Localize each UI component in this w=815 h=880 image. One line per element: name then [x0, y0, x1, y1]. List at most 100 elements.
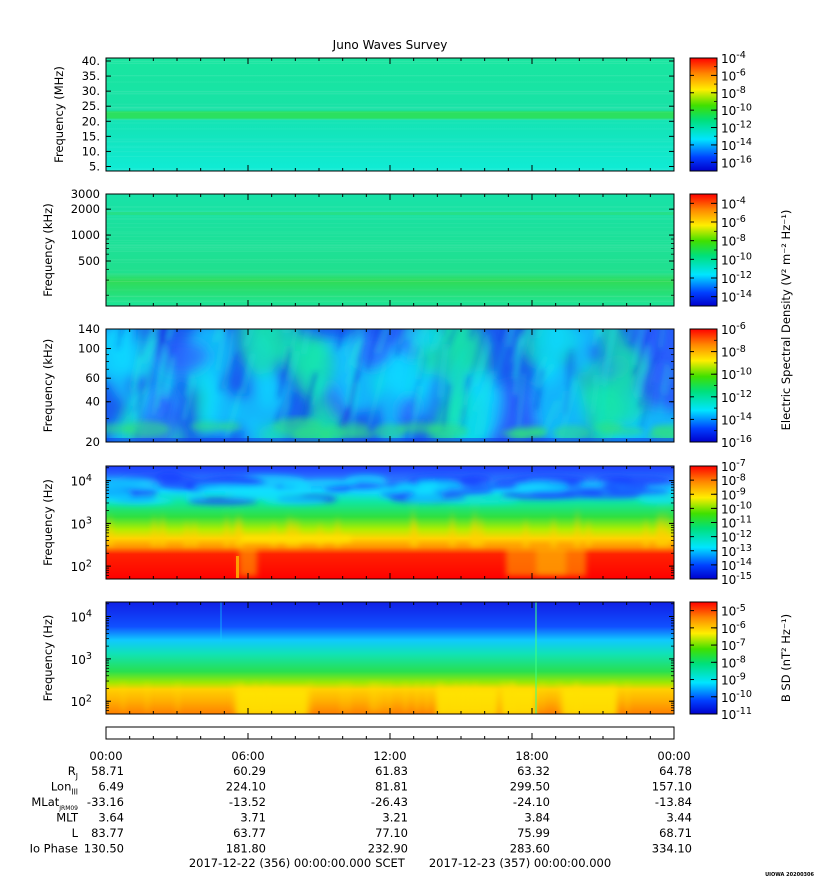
spectrogram-image: [106, 466, 674, 579]
colorbar-tick-label: 10-8: [721, 233, 746, 249]
colorbar-tick-label: 10-6: [721, 321, 746, 337]
ephemeris-value: 232.90: [368, 842, 408, 856]
colorbar-tick-label: 10-7: [721, 458, 746, 474]
colorbar-tick-label: 10-15: [721, 571, 752, 587]
ephemeris-value: 299.50: [510, 780, 550, 794]
ephemeris-value: 3.84: [524, 811, 550, 825]
ephemeris-value: 83.77: [91, 826, 124, 840]
colorbar-tick-label: 10-4: [721, 50, 746, 66]
colorbar-tick-label: 10-16: [721, 155, 752, 171]
colorbar-tick-label: 10-8: [721, 344, 746, 360]
colorbar-scale: [689, 601, 718, 715]
y-tick-label: 30.: [82, 84, 100, 98]
spectrogram-image: [106, 329, 674, 442]
y-tick-label: 2000: [71, 202, 100, 216]
ephemeris-value: 3.21: [382, 811, 408, 825]
y-tick-label: 20: [85, 435, 100, 449]
spectrogram-image: [106, 194, 674, 306]
y-tick-label: 104: [71, 609, 92, 625]
ephemeris-value: -26.43: [371, 795, 408, 809]
y-tick-label: 25.: [82, 99, 100, 113]
time-tick-label: 06:00: [231, 749, 264, 763]
ephemeris-value: -24.10: [513, 795, 550, 809]
ephemeris-value: -33.16: [87, 795, 124, 809]
ephemeris-value: 68.71: [659, 826, 692, 840]
colorbar-tick-label: 10-12: [721, 120, 752, 136]
y-tick-label: 104: [71, 473, 92, 489]
colorbar-4: 10-710-810-910-1010-1110-1210-1310-1410-…: [689, 458, 752, 587]
colorbar-tick-label: 10-14: [721, 289, 752, 305]
colorbar-3: 10-6 10-8 10-10 10-12 10-14 10-16: [689, 321, 752, 450]
ephemeris-value: 130.50: [84, 842, 124, 856]
y-tick-label: 40: [85, 395, 100, 409]
y-tick-label: 20.: [82, 114, 100, 128]
y-axis-label: Frequency (MHz): [52, 66, 66, 163]
colorbar-tick-label: 10-11: [721, 515, 752, 531]
time-tick-label: 00:00: [89, 749, 122, 763]
y-tick-label: 100: [78, 342, 100, 356]
spectrogram-image: [106, 58, 674, 171]
colorbar-tick-label: 10-6: [721, 620, 746, 636]
time-axis: 00:00 06:00 12:00 18:00 00:00: [89, 726, 691, 763]
spectrogram-panel-3: 140 100 60 40 20 Frequency (kHz) 10-6 10-8 10-10…: [41, 321, 752, 450]
y-axis-label: Frequency (Hz): [41, 479, 55, 566]
ephemeris-value: 157.10: [652, 780, 692, 794]
y-tick-label: 40.: [82, 54, 100, 68]
colorbar-tick-label: 10-10: [721, 689, 752, 705]
ephemeris-row-label: Io Phase: [30, 842, 78, 856]
colorbar-scale: [689, 193, 718, 307]
ephemeris-value: 3.64: [98, 811, 124, 825]
colorbar-tick-label: 10-12: [721, 270, 752, 286]
y-axis-label: Frequency (kHz): [41, 339, 55, 432]
colorbar-label: Electric Spectral Density (V² m⁻² Hz⁻¹): [779, 210, 793, 431]
colorbar-scale: [689, 328, 718, 443]
colorbar-tick-label: 10-14: [721, 412, 752, 428]
colorbar-tick-label: 10-6: [721, 68, 746, 84]
y-tick-label: 500: [78, 254, 100, 268]
ephemeris-value: 77.10: [375, 826, 408, 840]
ephemeris-value: 60.29: [233, 764, 266, 778]
y-tick-label: 102: [71, 693, 92, 709]
ephemeris-value: 61.83: [375, 764, 408, 778]
time-tick-label: 00:00: [657, 749, 690, 763]
colorbar-tick-label: 10-10: [721, 366, 752, 382]
colorbar-tick-label: 10-16: [721, 434, 752, 450]
ephemeris-value: 64.78: [659, 764, 692, 778]
colorbar-tick-label: 10-13: [721, 543, 752, 559]
colorbar-label: B SD (nT² Hz⁻¹): [779, 614, 793, 702]
colorbar-tick-label: 10-12: [721, 529, 752, 545]
y-tick-label: 140: [78, 322, 100, 336]
time-tick-label: 12:00: [373, 749, 406, 763]
y-tick-label: 15.: [82, 129, 100, 143]
ephemeris-row-label: LonIII: [51, 780, 78, 797]
ephemeris-value: 283.60: [510, 842, 550, 856]
colorbar-tick-label: 10-14: [721, 557, 752, 573]
y-tick-label: 102: [71, 558, 92, 574]
colorbar-tick-label: 10-8: [721, 655, 746, 671]
colorbar-tick-label: 10-7: [721, 637, 746, 653]
colorbar-tick-label: 10-12: [721, 389, 752, 405]
spectrogram-background: [106, 58, 674, 171]
y-tick-label: 60: [85, 371, 100, 385]
ephemeris-value: 75.99: [517, 826, 550, 840]
ephemeris-value: 6.49: [98, 780, 124, 794]
ephemeris-value: 3.71: [240, 811, 266, 825]
figure-title: Juno Waves Survey: [332, 38, 448, 52]
colorbar-tick-label: 10-5: [721, 603, 746, 619]
colorbar-tick-label: 10-8: [721, 472, 746, 488]
footer-start-time: 2017-12-22 (356) 00:00:00.000: [189, 856, 371, 870]
colorbar-tick-label: 10-10: [721, 501, 752, 517]
ephemeris-row-label: RJ: [68, 764, 78, 781]
ephemeris-value: 3.44: [666, 811, 692, 825]
ephemeris-value: 63.77: [233, 826, 266, 840]
y-tick-label: 103: [71, 516, 92, 532]
ephemeris-value: 63.32: [517, 764, 550, 778]
ephemeris-value: 181.80: [226, 842, 266, 856]
y-axis-label: Frequency (Hz): [41, 615, 55, 702]
footer-end-time: 2017-12-23 (357) 00:00:00.000: [429, 856, 611, 870]
y-tick-label: 10.: [82, 144, 100, 158]
ephemeris-row-label: L: [72, 826, 79, 840]
